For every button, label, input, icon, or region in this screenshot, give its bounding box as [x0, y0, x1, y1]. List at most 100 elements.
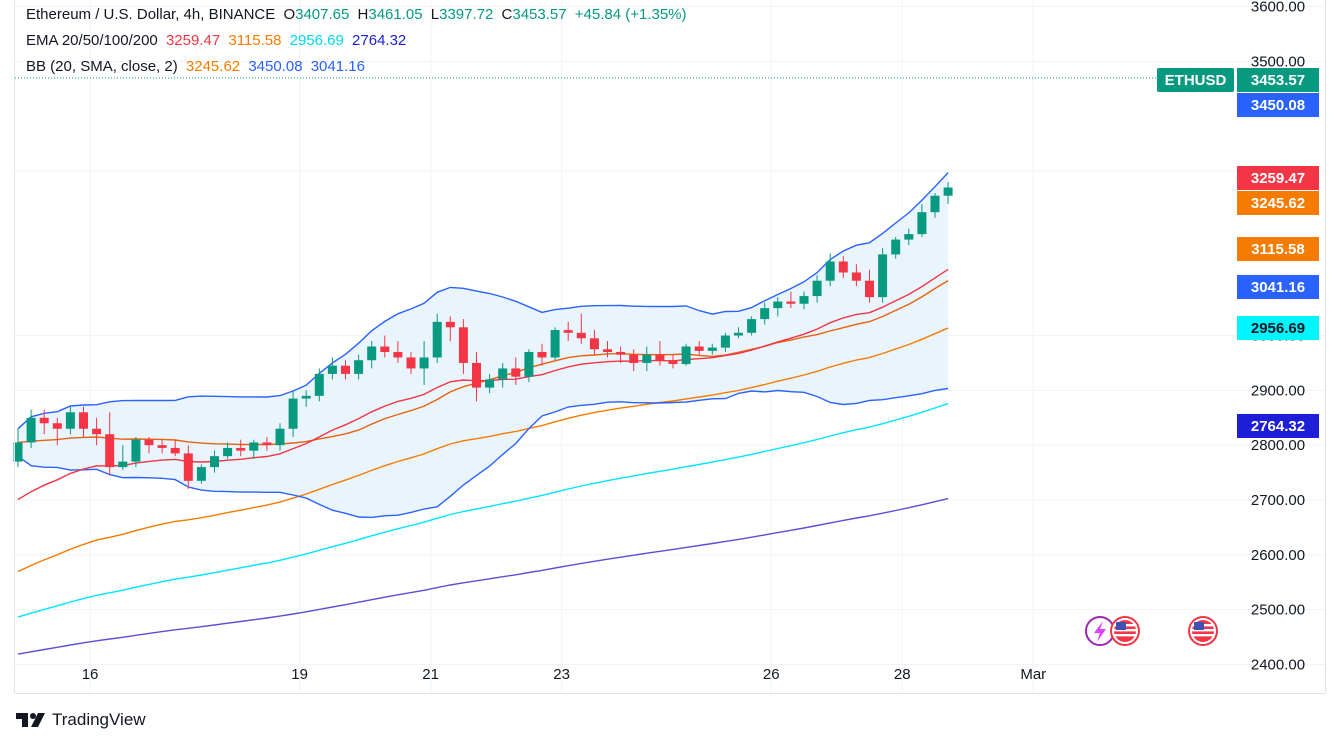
svg-text:2956.69: 2956.69 [1251, 320, 1305, 337]
candle-down [170, 447, 180, 454]
candle-up [13, 442, 23, 462]
bb-basis-value: 3245.62 [185, 58, 241, 75]
candle-down [458, 327, 468, 363]
candle-up [943, 187, 953, 196]
legend-ohlc: Ethereum / U.S. Dollar, 4h, BINANCE O340… [26, 5, 695, 25]
ema20-value: 3259.47 [165, 32, 221, 49]
candle-up [26, 417, 36, 443]
low-key: L [430, 6, 440, 23]
candle-up [485, 379, 495, 388]
ema50-line [17, 327, 949, 573]
candles [13, 182, 953, 490]
y-tick-label: 2700.00 [1251, 492, 1305, 509]
candle-down [786, 301, 796, 304]
candle-down [341, 365, 350, 374]
svg-text:3259.47: 3259.47 [1251, 170, 1305, 187]
candle-up [314, 373, 324, 396]
x-tick-label: 28 [894, 666, 911, 683]
y-tick-label: 2900.00 [1251, 382, 1305, 399]
candle-down [563, 330, 573, 333]
candle-up [825, 261, 835, 281]
candle-up [419, 357, 429, 369]
candle-down [105, 434, 115, 468]
candle-down [668, 360, 678, 365]
candle-down [603, 349, 612, 352]
candle-up [65, 412, 75, 429]
close-key: C [501, 6, 513, 23]
candle-down [655, 354, 665, 361]
candle-down [79, 412, 88, 429]
candle-up [891, 239, 901, 255]
svg-text:2764.32: 2764.32 [1251, 418, 1305, 435]
candle-up [760, 308, 770, 320]
candle-up [812, 280, 822, 297]
tradingview-brand-text: TradingView [52, 710, 146, 729]
high-value: 3461.05 [368, 6, 423, 23]
tradingview-brand[interactable]: TradingView [16, 708, 146, 732]
candle-up [642, 354, 652, 363]
candle-up [249, 442, 259, 451]
lightning-event-icon[interactable] [1085, 616, 1115, 646]
candle-down [380, 346, 390, 352]
candle-down [838, 261, 848, 273]
legend-bb: BB (20, SMA, close, 2) 3245.62 3450.08 3… [26, 57, 369, 77]
candle-up [196, 467, 206, 481]
low-value: 3397.72 [439, 6, 494, 23]
symbol-title[interactable]: Ethereum / U.S. Dollar, 4h, BINANCE [26, 6, 276, 23]
candle-down [406, 357, 416, 369]
candle-up [917, 212, 927, 235]
change-value: +45.84 (+1.35%) [574, 6, 687, 23]
candle-down [851, 272, 861, 281]
candle-down [616, 351, 626, 355]
close-price-badge: 3453.57 [1237, 68, 1319, 92]
close-value: 3453.57 [512, 6, 567, 23]
us-flag-event-icon[interactable] [1110, 616, 1140, 646]
candle-up [707, 347, 717, 351]
x-tick-label: 19 [291, 666, 308, 683]
bb-band-fill [18, 172, 949, 518]
candle-up [681, 346, 691, 365]
candle-down [629, 354, 639, 363]
candle-up [747, 319, 757, 333]
ema100-value: 2956.69 [289, 32, 344, 49]
svg-text:3453.57: 3453.57 [1251, 72, 1305, 89]
candle-down [472, 362, 481, 388]
bb-basis-badge: 3245.62 [1237, 191, 1319, 215]
x-tick-label: Mar [1020, 666, 1046, 683]
bb-lower-value: 3041.16 [310, 58, 365, 75]
candle-up [720, 335, 730, 348]
candle-down [511, 368, 521, 377]
tradingview-logo-icon [16, 713, 45, 727]
ema50-badge: 3115.58 [1237, 237, 1319, 261]
x-tick-label: 26 [763, 666, 780, 683]
svg-text:ETHUSD: ETHUSD [1165, 72, 1227, 89]
x-tick-label: 23 [553, 666, 570, 683]
candle-up [210, 456, 219, 468]
y-tick-label: 2800.00 [1251, 437, 1305, 454]
candle-up [432, 321, 442, 358]
candle-down [236, 447, 246, 451]
bb-label[interactable]: BB (20, SMA, close, 2) [26, 58, 178, 75]
candle-up [275, 428, 285, 446]
candle-up [131, 439, 141, 462]
candle-down [445, 321, 455, 328]
ema-label[interactable]: EMA 20/50/100/200 [26, 32, 158, 49]
candle-up [799, 296, 809, 304]
candle-down [144, 439, 154, 446]
candle-down [157, 445, 167, 448]
ethusd-label-badge: ETHUSD [1157, 68, 1234, 92]
open-key: O [283, 6, 296, 23]
y-tick-label: 2600.00 [1251, 547, 1305, 564]
y-tick-label: 3500.00 [1251, 53, 1305, 70]
candle-up [367, 346, 377, 361]
candle-up [930, 195, 940, 213]
ema50-value: 3115.58 [228, 32, 282, 49]
us-flag-event-icon-2[interactable] [1188, 616, 1218, 646]
candle-up [524, 351, 534, 377]
ema100-badge: 2956.69 [1237, 316, 1319, 340]
candle-down [183, 453, 193, 481]
high-key: H [357, 6, 369, 23]
ema100-line [17, 402, 949, 618]
candle-up [301, 395, 311, 399]
